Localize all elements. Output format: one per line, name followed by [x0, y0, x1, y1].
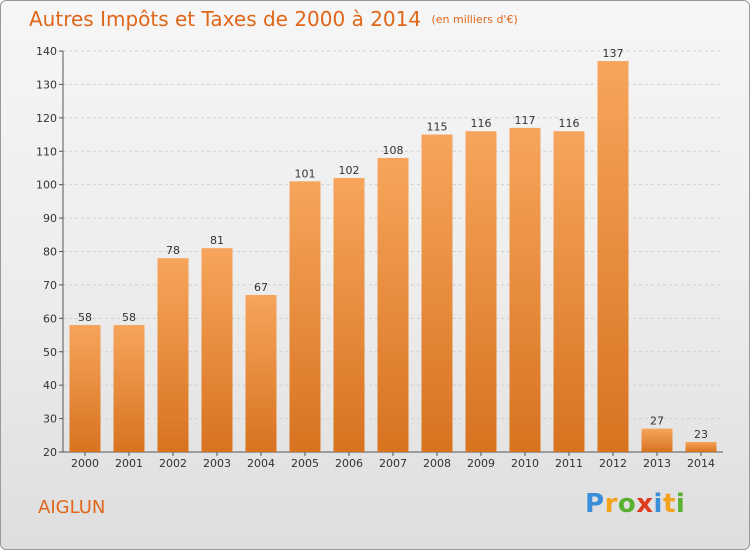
chart-title: Autres Impôts et Taxes de 2000 à 2014 (e…: [29, 7, 518, 31]
x-tick-label: 2004: [247, 457, 275, 470]
y-tick-label: 70: [43, 279, 57, 292]
bar: [289, 181, 321, 452]
bar: [465, 131, 497, 452]
data-label: 58: [122, 311, 136, 324]
data-label: 78: [166, 244, 180, 257]
bar: [113, 325, 145, 452]
y-tick-label: 20: [43, 446, 57, 459]
x-tick-label: 2014: [687, 457, 715, 470]
data-label: 137: [603, 47, 624, 60]
data-label: 58: [78, 311, 92, 324]
data-label: 27: [650, 415, 664, 428]
x-tick-label: 2007: [379, 457, 407, 470]
y-tick-label: 130: [36, 78, 57, 91]
bar: [201, 248, 233, 452]
bar: [377, 157, 409, 452]
data-label: 81: [210, 234, 224, 247]
x-tick-label: 2013: [643, 457, 671, 470]
x-tick-label: 2012: [599, 457, 627, 470]
x-tick-label: 2011: [555, 457, 583, 470]
location-label: AIGLUN: [38, 497, 106, 518]
bar: [597, 61, 629, 453]
data-label: 108: [383, 144, 404, 157]
bar: [333, 177, 365, 452]
data-label: 23: [694, 428, 708, 441]
chart-subtitle: (en milliers d'€): [431, 13, 518, 26]
x-tick-label: 2006: [335, 457, 363, 470]
bar: [69, 325, 101, 452]
y-tick-label: 110: [36, 145, 57, 158]
data-label: 117: [515, 114, 536, 127]
bar: [157, 258, 189, 452]
x-tick-label: 2008: [423, 457, 451, 470]
brand-logo: Proxiti: [585, 489, 686, 519]
y-tick-label: 100: [36, 179, 57, 192]
data-label: 115: [427, 121, 448, 134]
y-tick-label: 60: [43, 312, 57, 325]
x-tick-label: 2010: [511, 457, 539, 470]
data-label: 116: [471, 117, 492, 130]
data-label: 67: [254, 281, 268, 294]
chart-title-main: Autres Impôts et Taxes de 2000 à 2014: [29, 7, 422, 31]
bar: [553, 131, 585, 452]
data-label: 116: [559, 117, 580, 130]
bar: [509, 127, 541, 452]
y-tick-label: 80: [43, 246, 57, 259]
y-tick-label: 40: [43, 379, 57, 392]
bar: [641, 428, 673, 452]
bar: [685, 441, 717, 452]
x-tick-label: 2002: [159, 457, 187, 470]
y-tick-label: 50: [43, 346, 57, 359]
x-tick-label: 2009: [467, 457, 495, 470]
y-tick-label: 120: [36, 112, 57, 125]
y-tick-label: 90: [43, 212, 57, 225]
x-tick-label: 2000: [71, 457, 99, 470]
bar: [245, 294, 277, 452]
y-tick-label: 140: [36, 45, 57, 58]
x-tick-label: 2003: [203, 457, 231, 470]
x-tick-label: 2001: [115, 457, 143, 470]
data-label: 101: [295, 167, 316, 180]
data-label: 102: [339, 164, 360, 177]
y-tick-label: 30: [43, 413, 57, 426]
bar: [421, 134, 453, 452]
x-tick-label: 2005: [291, 457, 319, 470]
